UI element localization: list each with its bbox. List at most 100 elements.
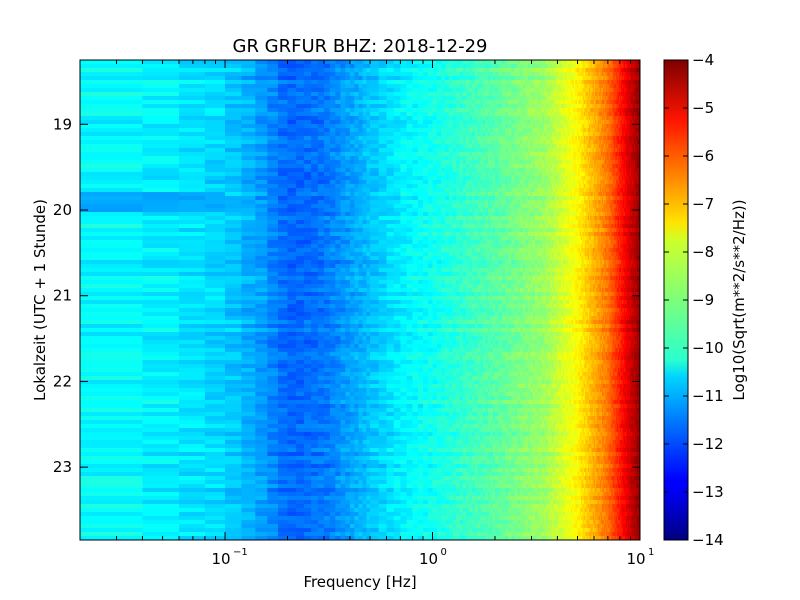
heatmap-cell — [541, 72, 545, 77]
heatmap-cell — [459, 92, 464, 97]
heatmap-cell — [508, 156, 512, 161]
heatmap-cell — [296, 88, 305, 93]
heatmap-cell — [616, 80, 618, 85]
heatmap-cell — [427, 184, 434, 189]
heatmap-cell — [482, 88, 486, 93]
heatmap-cell — [602, 88, 604, 93]
heatmap-cell — [514, 76, 518, 81]
heatmap-cell — [587, 96, 590, 101]
heatmap-cell — [80, 108, 143, 113]
heatmap-cell — [564, 84, 567, 89]
heatmap-cell — [452, 120, 457, 125]
heatmap-cell — [303, 132, 312, 137]
heatmap-cell — [612, 80, 614, 85]
heatmap-cell — [514, 64, 518, 69]
heatmap-cell — [525, 72, 529, 77]
heatmap-cell — [613, 104, 615, 109]
heatmap-cell — [482, 104, 486, 109]
heatmap-cell — [622, 100, 624, 105]
heatmap-cell — [311, 92, 319, 97]
heatmap-cell — [611, 88, 613, 93]
heatmap-cell — [567, 80, 570, 85]
heatmap-cell — [501, 112, 506, 117]
heatmap-cell — [559, 108, 562, 113]
heatmap-cell — [579, 100, 582, 105]
heatmap-cell — [625, 64, 627, 69]
heatmap-cell — [349, 80, 355, 85]
heatmap-cell — [618, 68, 620, 73]
heatmap-cell — [557, 84, 560, 89]
heatmap-cell — [412, 88, 419, 93]
heatmap-cell — [452, 140, 457, 145]
heatmap-cell — [545, 80, 549, 85]
heatmap-cell — [324, 136, 331, 141]
heatmap-cell — [179, 72, 206, 77]
heatmap-cell — [412, 148, 419, 153]
heatmap-cell — [255, 184, 268, 189]
heatmap-cell — [459, 80, 464, 85]
heatmap-cell — [366, 96, 371, 101]
heatmap-cell — [462, 108, 467, 113]
heatmap-cell — [436, 160, 442, 165]
heatmap-cell — [452, 188, 457, 193]
heatmap-cell — [80, 88, 143, 93]
heatmap-cell — [575, 64, 578, 69]
heatmap-cell — [614, 72, 616, 77]
heatmap-cell — [505, 132, 509, 137]
heatmap-cell — [602, 72, 604, 77]
heatmap-cell — [613, 72, 615, 77]
heatmap-cell — [303, 184, 312, 189]
heatmap-cell — [466, 168, 470, 173]
heatmap-cell — [267, 152, 279, 157]
heatmap-cell — [370, 80, 380, 85]
heatmap-cell — [573, 96, 576, 101]
heatmap-cell — [472, 124, 476, 129]
heatmap-cell — [370, 76, 380, 81]
heatmap-cell — [393, 80, 401, 85]
heatmap-cell — [335, 76, 341, 81]
heatmap-cell — [427, 180, 434, 185]
heatmap-cell — [417, 64, 424, 69]
heatmap-cell — [610, 64, 612, 69]
heatmap-cell — [480, 92, 484, 97]
heatmap-cell — [441, 96, 446, 101]
heatmap-cell — [462, 168, 467, 173]
heatmap-cell — [579, 108, 582, 113]
heatmap-cell — [400, 124, 408, 129]
heatmap-cell — [610, 72, 612, 77]
heatmap-cell — [311, 128, 319, 133]
heatmap-cell — [545, 84, 549, 89]
heatmap-cell — [445, 136, 450, 141]
heatmap-cell — [354, 140, 360, 145]
heatmap-cell — [412, 60, 419, 65]
heatmap-cell — [626, 84, 629, 89]
heatmap-cell — [527, 96, 531, 101]
heatmap-cell — [179, 76, 206, 81]
heatmap-cell — [427, 120, 434, 125]
heatmap-cell — [494, 116, 499, 121]
heatmap-cell — [378, 120, 387, 125]
heatmap-cell — [296, 172, 305, 177]
heatmap-cell — [80, 180, 143, 185]
heatmap-cell — [586, 72, 589, 77]
heatmap-cell — [456, 180, 461, 185]
heatmap-cell — [432, 184, 438, 189]
heatmap-cell — [514, 68, 518, 73]
heatmap-cell — [621, 96, 624, 101]
heatmap-cell — [522, 108, 526, 113]
heatmap-cell — [618, 100, 621, 105]
heatmap-cell — [441, 68, 446, 73]
heatmap-cell — [329, 124, 336, 129]
heatmap-cell — [462, 100, 467, 105]
heatmap-cell — [624, 76, 626, 81]
heatmap-cell — [490, 84, 494, 89]
heatmap-cell — [570, 64, 573, 69]
heatmap-cell — [615, 76, 617, 81]
heatmap-cell — [448, 176, 454, 181]
heatmap-cell — [472, 76, 476, 81]
heatmap-cell — [537, 96, 541, 101]
heatmap-cell — [277, 188, 288, 193]
heatmap-cell — [570, 68, 573, 73]
heatmap-cell — [559, 100, 562, 105]
heatmap-cell — [267, 156, 279, 161]
